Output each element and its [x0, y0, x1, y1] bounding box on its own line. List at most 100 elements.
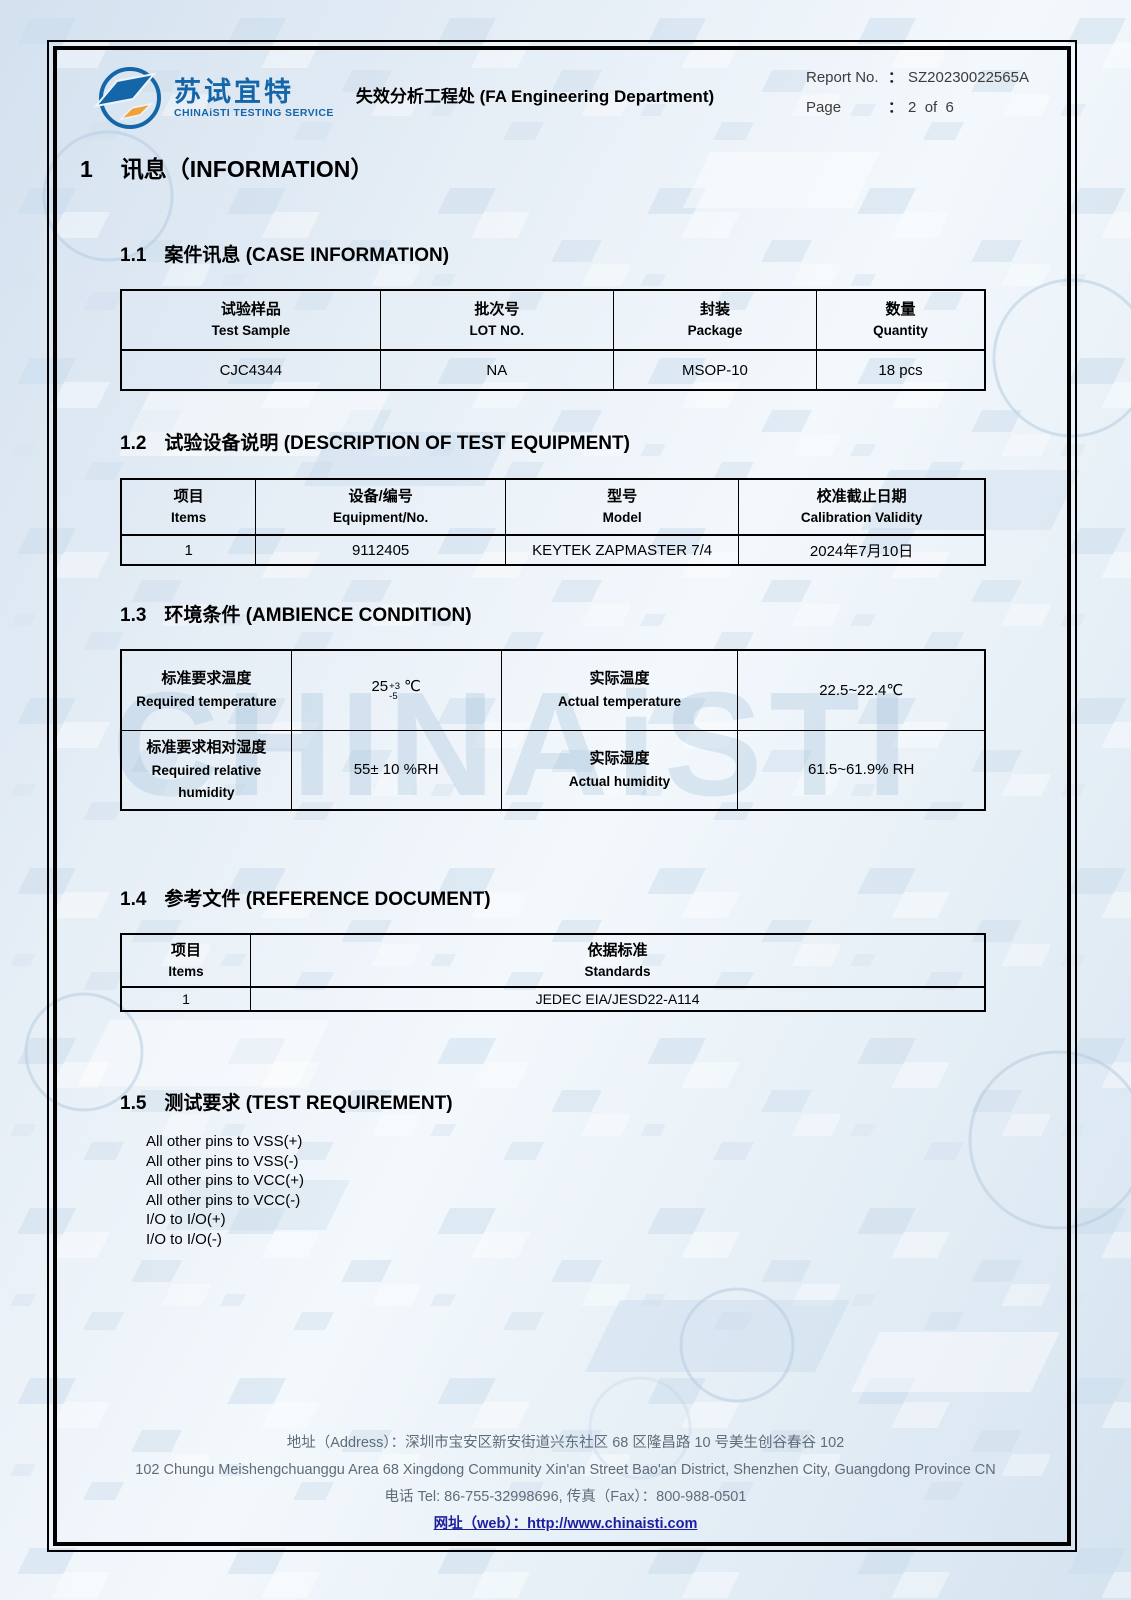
table-row: 1 JEDEC EIA/JESD22-A114 [120, 986, 986, 1012]
report-number-row: Report No. ： SZ20230022565A [806, 66, 1029, 87]
cell-model: KEYTEK ZAPMASTER 7/4 [504, 534, 740, 566]
cell-item: 1 [120, 534, 257, 566]
section-number: 1 [80, 156, 93, 182]
section-1-3-heading: 1.3 环境条件 (AMBIENCE CONDITION) [120, 600, 472, 627]
label-en: Actual humidity [568, 773, 671, 789]
header-package: 封装 Package [612, 289, 817, 351]
section-title: 参考文件 (REFERENCE DOCUMENT) [164, 889, 491, 910]
actual-humidity-label: 实际湿度 Actual humidity [500, 729, 739, 811]
header-equipment-no: 设备/编号 Equipment/No. [255, 478, 506, 536]
header-items: 项目 Items [120, 478, 257, 536]
section-1-1-heading: 1.1 案件讯息 (CASE INFORMATION) [120, 240, 449, 267]
required-temperature-label: 标准要求温度 Required temperature [120, 649, 292, 731]
header-cn: 型号 [607, 488, 638, 505]
logo-chinese-name: 苏试宜特 [174, 77, 294, 107]
page-footer: 地址（Address）：深圳市宝安区新安街道兴东社区 68 区隆昌路 10 号美… [60, 1430, 1071, 1538]
header-en: LOT NO. [469, 323, 525, 338]
header-en: Quantity [873, 323, 928, 338]
label-cn: 实际温度 [589, 670, 650, 688]
actual-humidity-value: 61.5~61.9% RH [737, 729, 986, 811]
section-1-5-heading: 1.5 测试要求 (TEST REQUIREMENT) [120, 1088, 453, 1115]
header-en: Equipment/No. [333, 510, 429, 525]
temperature-row: 标准要求温度 Required temperature 25 +3 -5 ℃ 实际温度 A… [120, 649, 986, 731]
section-number: 1.3 [120, 605, 147, 626]
page-border-frame-inner [53, 46, 1071, 1546]
reference-document-table: 项目 Items 依据标准 Standards 1 JEDEC EIA/JESD22… [120, 933, 986, 1012]
requirement-line: All other pins to VSS(-) [146, 1152, 299, 1170]
section-title: 试验设备说明 (DESCRIPTION OF TEST EQUIPMENT) [164, 433, 630, 454]
temp-base: 25 [371, 678, 389, 696]
header-standards: 依据标准 Standards [250, 933, 986, 988]
actual-temperature-label: 实际温度 Actual temperature [500, 649, 739, 731]
section-1-heading: 1 讯息（INFORMATION） [80, 150, 373, 184]
header-test-sample: 试验样品 Test Sample [120, 289, 381, 351]
header-cn: 项目 [171, 941, 202, 959]
section-number: 1.1 [120, 245, 147, 266]
page-label: Page [806, 99, 842, 116]
header-en: Calibration Validity [800, 510, 923, 525]
tolerance-plus: +3 [389, 681, 400, 693]
footer-tel-fax: 电话 Tel: 86-755-32998696, 传真（Fax）：800-988… [384, 1489, 747, 1505]
logo-english-name: CHINAiSTI TESTING SERVICE [174, 107, 334, 119]
header-en: Standards [584, 963, 651, 979]
requirement-line: I/O to I/O(-) [146, 1230, 222, 1248]
section-number: 1.5 [120, 1093, 147, 1114]
cell-package: MSOP-10 [612, 349, 817, 391]
section-title: 环境条件 (AMBIENCE CONDITION) [164, 605, 472, 626]
logo-swoosh-icon [93, 67, 161, 129]
header-lot-no: 批次号 LOT NO. [379, 289, 614, 351]
header-en: Items [168, 963, 204, 979]
header-model: 型号 Model [504, 478, 740, 536]
header-items: 项目 Items [120, 933, 252, 988]
humidity-row: 标准要求相对湿度 Required relative humidity 55± 1… [120, 729, 986, 811]
header-cn: 封装 [699, 301, 730, 318]
header-quantity: 数量 Quantity [815, 289, 986, 351]
page-number-row: Page ： 2 of 6 [806, 96, 1029, 117]
section-number: 1.2 [120, 433, 147, 454]
label-en: Required temperature [136, 694, 277, 710]
test-requirement-list: All other pins to VSS(+) All other pins … [146, 1132, 304, 1249]
label-cn: 标准要求温度 [161, 670, 252, 688]
label-cn: 实际湿度 [589, 749, 650, 767]
required-temperature-value: 25 +3 -5 ℃ [290, 649, 502, 731]
cell-lot-no: NA [379, 349, 614, 391]
company-logo: 苏试宜特 CHINAiSTI TESTING SERVICE [90, 60, 334, 136]
label-cn: 标准要求相对湿度 [146, 738, 267, 756]
section-1-2-heading: 1.2 试验设备说明 (DESCRIPTION OF TEST EQUIPMENT… [120, 428, 630, 455]
header-en: Test Sample [211, 323, 291, 338]
temp-tolerance: +3 -5 [389, 682, 400, 701]
report-meta: Report No. ： SZ20230022565A Page ： 2 of 6 [806, 66, 1029, 126]
cell-calibration-validity: 2024年7月10日 [738, 534, 986, 566]
cell-standard: JEDEC EIA/JESD22-A114 [250, 986, 986, 1012]
requirement-line: All other pins to VCC(-) [146, 1191, 301, 1209]
label-en: Actual temperature [557, 694, 682, 710]
report-no-label: Report No. [806, 69, 879, 86]
footer-address-en: 102 Chungu Meishengchuanggu Area 68 Xing… [135, 1462, 996, 1478]
website-link[interactable]: 网址（web）：http://www.chinaisti.com [433, 1516, 698, 1532]
section-title: 案件讯息 (CASE INFORMATION) [164, 245, 450, 266]
required-humidity-value: 55± 10 %RH [290, 729, 502, 811]
test-equipment-table: 项目 Items 设备/编号 Equipment/No. 型号 Model 校准截止日… [120, 478, 986, 566]
header-cn: 项目 [173, 488, 204, 505]
cell-test-sample: CJC4344 [120, 349, 381, 391]
logo-text: 苏试宜特 CHINAiSTI TESTING SERVICE [174, 77, 334, 119]
section-number: 1.4 [120, 889, 147, 910]
cell-quantity: 18 pcs [815, 349, 986, 391]
colon: ： [888, 99, 904, 116]
ambience-condition-table: 标准要求温度 Required temperature 25 +3 -5 ℃ 实际温度 A… [120, 649, 986, 811]
section-title: 测试要求 (TEST REQUIREMENT) [164, 1093, 453, 1114]
table-header-row: 项目 Items 设备/编号 Equipment/No. 型号 Model 校准截止日… [120, 478, 986, 536]
page-border-frame [47, 40, 1077, 1552]
requirement-line: All other pins to VCC(+) [146, 1172, 304, 1189]
section-1-4-heading: 1.4 参考文件 (REFERENCE DOCUMENT) [120, 884, 491, 911]
header-cn: 批次号 [474, 301, 520, 318]
header-cn: 数量 [885, 301, 916, 318]
cell-equipment-no: 9112405 [255, 534, 506, 566]
report-no-value: SZ20230022565A [908, 69, 1029, 86]
header-cn: 校准截止日期 [816, 488, 907, 505]
table-row: CJC4344 NA MSOP-10 18 pcs [120, 349, 986, 391]
header-cn: 试验样品 [220, 301, 281, 318]
header-cn: 依据标准 [587, 941, 648, 959]
table-row: 1 9112405 KEYTEK ZAPMASTER 7/4 2024年7月10… [120, 534, 986, 566]
